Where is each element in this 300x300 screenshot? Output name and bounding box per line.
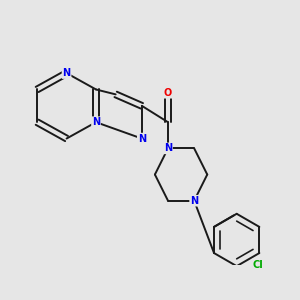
Text: O: O [164,88,172,98]
Text: N: N [138,134,146,143]
Text: N: N [190,196,198,206]
Text: N: N [164,143,172,153]
Text: N: N [92,117,100,127]
Text: N: N [62,68,70,78]
Text: Cl: Cl [252,260,263,269]
